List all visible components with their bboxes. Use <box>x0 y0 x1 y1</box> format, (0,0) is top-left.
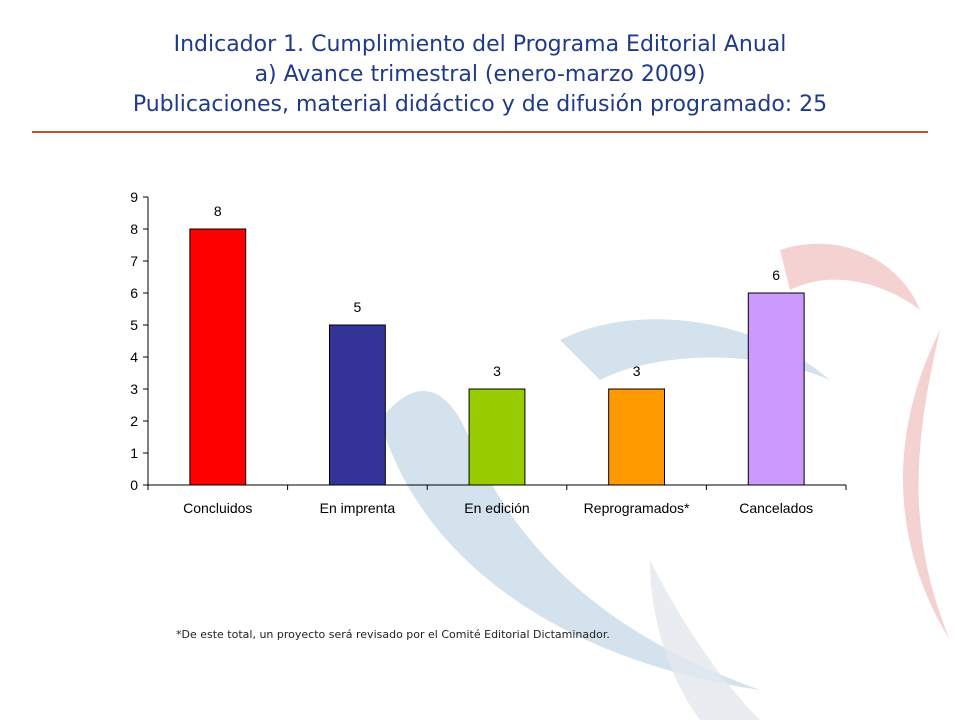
title-rule <box>32 131 928 133</box>
x-category-label: En edición <box>464 500 529 516</box>
data-label: 3 <box>633 363 641 379</box>
data-label: 6 <box>772 267 780 283</box>
data-label: 5 <box>354 299 362 315</box>
title-line-3: Publicaciones, material didáctico y de d… <box>132 92 828 117</box>
y-tick-label: 8 <box>130 221 138 237</box>
bar <box>328 324 386 486</box>
title-block: Indicador 1. Cumplimiento del Programa E… <box>0 30 960 120</box>
y-tick-label: 4 <box>130 349 138 365</box>
data-label: 8 <box>214 203 222 219</box>
x-category-label: Reprogramados* <box>584 500 690 516</box>
x-category-label: En imprenta <box>320 500 396 516</box>
y-tick-label: 7 <box>130 253 138 269</box>
y-tick-label: 9 <box>130 189 138 205</box>
bar <box>747 292 805 486</box>
title-line-1: Indicador 1. Cumplimiento del Programa E… <box>173 32 787 57</box>
x-category-label: Concluidos <box>183 500 252 516</box>
y-tick-label: 6 <box>130 285 138 301</box>
title-line-2: a) Avance trimestral (enero-marzo 2009) <box>254 62 706 87</box>
y-tick-label: 3 <box>130 381 138 397</box>
y-tick-label: 0 <box>130 477 138 493</box>
decoration-red-swoosh <box>780 243 920 310</box>
data-label: 3 <box>493 363 501 379</box>
decoration-grey-curve <box>650 560 760 720</box>
bar <box>468 388 526 486</box>
footnote: *De este total, un proyecto será revisad… <box>176 628 610 641</box>
bar <box>189 228 247 486</box>
decoration-red-curve <box>902 330 950 640</box>
y-tick-label: 2 <box>130 413 138 429</box>
bar <box>608 388 666 486</box>
y-tick-label: 1 <box>130 445 138 461</box>
x-category-label: Cancelados <box>739 500 813 516</box>
decoration-blue-arc <box>560 319 830 380</box>
y-tick-label: 5 <box>130 317 138 333</box>
